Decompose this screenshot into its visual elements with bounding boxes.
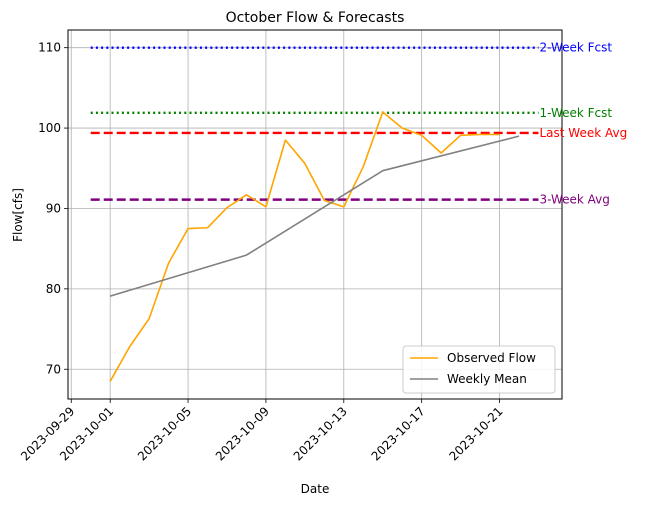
- reference-labels: 2-Week Fcst 1-Week Fcst Last Week Avg 3-Wee…: [539, 41, 627, 207]
- grid: [68, 30, 562, 399]
- chart-title: October Flow & Forecasts: [226, 10, 405, 26]
- legend: Observed Flow Weekly Mean: [402, 345, 556, 394]
- reference-line-label: 3-Week Avg: [539, 193, 609, 207]
- x-axis-label: Date: [301, 482, 330, 496]
- reference-line-label: 1-Week Fcst: [539, 106, 612, 120]
- reference-line-label: Last Week Avg: [539, 126, 627, 140]
- reference-line-label: 2-Week Fcst: [539, 41, 612, 55]
- series-lines: [109, 111, 520, 382]
- legend-label-weekly-mean: Weekly Mean: [447, 372, 527, 386]
- y-axis-label: Flow[cfs]: [11, 188, 25, 242]
- y-tick-label: 80: [46, 282, 61, 296]
- legend-label-observed-flow: Observed Flow: [447, 351, 536, 365]
- weekly-mean-line: [109, 135, 520, 297]
- y-tick-label: 90: [46, 201, 61, 215]
- observed-flow-line: [109, 111, 500, 382]
- y-tick-label: 110: [38, 41, 61, 55]
- reference-lines: [90, 46, 539, 201]
- plot-frame: [67, 29, 563, 400]
- y-tick-label: 70: [46, 362, 61, 376]
- legend-box: [402, 345, 556, 394]
- y-axis: 70 80 90 100 110: [38, 41, 68, 376]
- y-tick-label: 100: [38, 121, 61, 135]
